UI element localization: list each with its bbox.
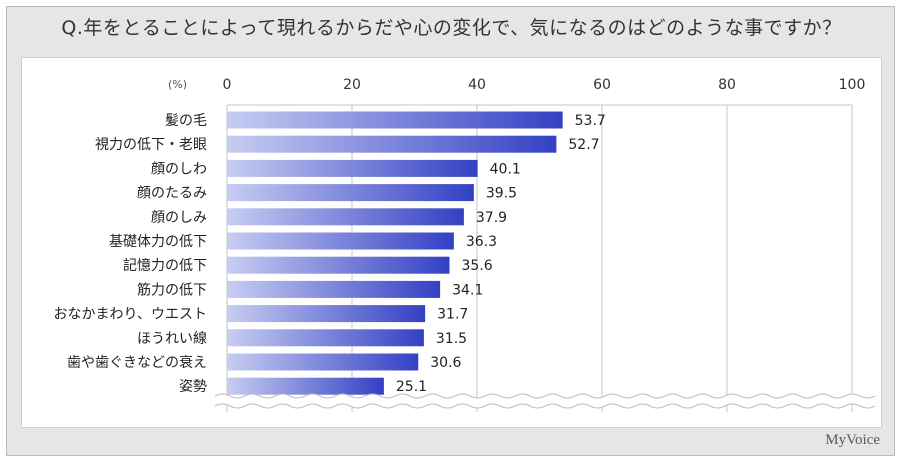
bar bbox=[227, 280, 441, 298]
value-label: 34.1 bbox=[452, 282, 483, 298]
bar bbox=[227, 111, 563, 129]
category-label: 記憶力の低下 bbox=[123, 257, 207, 274]
category-label: 筋力の低下 bbox=[137, 281, 207, 298]
category-label: 顔のしわ bbox=[151, 161, 207, 177]
category-labels: 髪の毛視力の低下・老眼顔のしわ顔のたるみ顔のしみ基礎体力の低下記憶力の低下筋力の… bbox=[54, 113, 207, 395]
value-label: 31.5 bbox=[436, 331, 467, 347]
value-label: 31.7 bbox=[437, 307, 468, 323]
x-tick-label: 40 bbox=[468, 77, 486, 93]
unit-label: (%) bbox=[168, 78, 187, 91]
category-label: おなかまわり、ウエスト bbox=[54, 307, 207, 323]
category-label: 歯や歯ぐきなどの衰え bbox=[67, 354, 207, 371]
category-label: 顔のしみ bbox=[151, 210, 207, 226]
value-label: 25.1 bbox=[396, 379, 427, 395]
bar bbox=[227, 377, 384, 395]
chart-frame: Q.年をとることによって現れるからだや心の変化で、気になるのはどのような事ですか… bbox=[6, 6, 895, 456]
bar bbox=[227, 305, 426, 323]
x-tick-label: 100 bbox=[839, 77, 866, 93]
bar bbox=[227, 208, 464, 226]
value-label: 53.7 bbox=[575, 113, 606, 129]
chart-title: Q.年をとることによって現れるからだや心の変化で、気になるのはどのような事ですか… bbox=[61, 17, 842, 39]
category-label: 顔のたるみ bbox=[137, 186, 207, 202]
x-tick-label: 0 bbox=[223, 77, 232, 93]
value-label: 35.6 bbox=[462, 258, 493, 274]
category-label: 姿勢 bbox=[179, 379, 207, 395]
category-label: 視力の低下・老眼 bbox=[95, 137, 207, 153]
axis-break-line-lower bbox=[214, 403, 876, 409]
category-label: 髪の毛 bbox=[165, 113, 207, 129]
category-label: ほうれい線 bbox=[137, 331, 207, 347]
axis-break-band bbox=[212, 394, 878, 408]
category-label: 基礎体力の低下 bbox=[109, 233, 207, 250]
bar bbox=[227, 329, 424, 347]
bar bbox=[227, 353, 419, 371]
value-label: 37.9 bbox=[476, 210, 507, 226]
bar bbox=[227, 232, 454, 250]
bars bbox=[227, 111, 563, 395]
brand-logo: MyVoice bbox=[825, 432, 880, 448]
value-label: 36.3 bbox=[466, 234, 497, 250]
x-tick-label: 20 bbox=[343, 77, 361, 93]
axis-break-line-upper bbox=[214, 393, 876, 399]
bar bbox=[227, 159, 478, 177]
x-tick-labels: (%) 0 20 40 60 80 100 bbox=[168, 77, 865, 93]
x-tick-label: 80 bbox=[718, 77, 736, 93]
value-label: 40.1 bbox=[490, 161, 521, 177]
value-labels: 53.7 52.7 40.1 39.5 37.9 36.3 35.6 34.1 31.7 31.5… bbox=[396, 113, 606, 395]
axis-break bbox=[212, 393, 878, 409]
value-label: 30.6 bbox=[430, 355, 461, 371]
bar bbox=[227, 135, 557, 153]
value-label: 39.5 bbox=[486, 186, 517, 202]
bar bbox=[227, 184, 474, 202]
x-tick-label: 60 bbox=[593, 77, 611, 93]
value-label: 52.7 bbox=[568, 137, 599, 153]
bar bbox=[227, 256, 450, 274]
